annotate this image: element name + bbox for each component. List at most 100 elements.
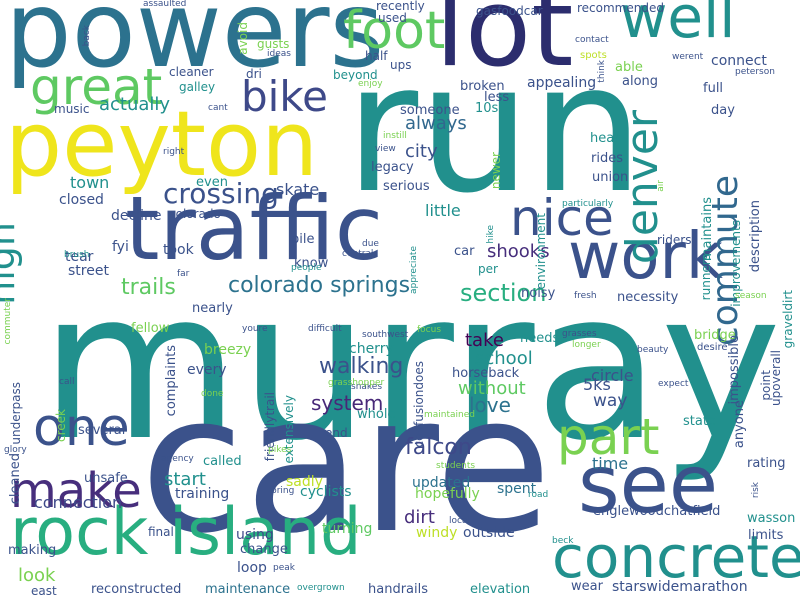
word-avoid: avoid bbox=[236, 22, 250, 55]
word-risk: risk bbox=[751, 482, 761, 499]
word-brush: brush bbox=[64, 250, 90, 260]
word-fresh: fresh bbox=[574, 291, 597, 301]
word-part: part bbox=[557, 408, 660, 466]
word-ups: ups bbox=[390, 58, 412, 72]
word-full: full bbox=[703, 81, 724, 96]
word-time: time bbox=[592, 454, 629, 473]
word-beyond: beyond bbox=[333, 68, 378, 82]
word-beauty: beauty bbox=[637, 345, 669, 355]
word-due: due bbox=[362, 239, 379, 249]
word-without: without bbox=[458, 378, 526, 399]
word-road: road bbox=[528, 490, 549, 500]
word-trails: trails bbox=[121, 275, 176, 300]
word-complaints: complaints bbox=[164, 345, 179, 417]
word-work: work bbox=[568, 220, 723, 294]
word-using: using bbox=[236, 527, 274, 543]
word-students: students bbox=[436, 461, 476, 471]
word-connect: connect bbox=[711, 53, 767, 69]
word-gasfoodcar: gasfoodcar bbox=[476, 4, 543, 18]
word-impossible: impossible bbox=[727, 335, 742, 405]
word-start: start bbox=[164, 469, 206, 490]
word-instill: instill bbox=[383, 131, 407, 141]
word-season: season bbox=[735, 291, 767, 301]
word-cleaned: cleaned bbox=[8, 453, 23, 505]
word-turning: turning bbox=[322, 521, 373, 537]
word-half: half bbox=[365, 49, 388, 63]
word-confusiondoes: confusiondoes bbox=[412, 361, 426, 448]
word-commuter: commuter bbox=[3, 298, 13, 345]
word-agency: agency bbox=[161, 454, 194, 464]
word-per: per bbox=[478, 262, 498, 276]
word-beck: beck bbox=[552, 536, 574, 546]
word-take: take bbox=[465, 330, 504, 351]
word-broken: broken bbox=[460, 79, 505, 94]
word-care: care bbox=[140, 354, 552, 575]
word-anyone: anyone bbox=[732, 400, 747, 449]
word-desire: desire bbox=[697, 342, 728, 353]
word-underpass: underpass bbox=[9, 382, 23, 445]
word-serious: serious bbox=[383, 179, 430, 194]
word-traffic: traffic bbox=[125, 177, 384, 280]
word-bike: bike bbox=[241, 72, 328, 121]
word-know: know bbox=[294, 256, 329, 271]
word-end: end bbox=[325, 426, 348, 440]
word-section: section bbox=[460, 279, 547, 307]
word-youre: youre bbox=[242, 324, 268, 334]
word-look: look bbox=[18, 565, 56, 586]
word-reconstructed: reconstructed bbox=[91, 582, 182, 597]
word-local: local bbox=[449, 516, 470, 526]
word-hike: hike bbox=[486, 225, 496, 244]
word-east: east bbox=[31, 584, 57, 598]
word-description: description bbox=[748, 200, 763, 273]
word-windy: windy bbox=[416, 525, 458, 541]
word-training: training bbox=[175, 486, 230, 502]
word-cyclists: cyclists bbox=[300, 484, 352, 500]
word-walking: walking bbox=[319, 354, 404, 379]
word-call: call bbox=[59, 377, 75, 387]
word-along: along bbox=[622, 74, 659, 89]
word-recommended: recommended bbox=[577, 1, 664, 15]
word-closed: closed bbox=[59, 192, 104, 208]
word-decline: decline bbox=[111, 208, 162, 224]
word-street: street bbox=[68, 263, 109, 279]
word-less: less bbox=[484, 90, 510, 105]
word-englewoodchatfield: englewoodchatfield bbox=[593, 504, 721, 519]
word-one: one bbox=[33, 398, 130, 458]
word-starswidemarathon: starswidemarathon bbox=[612, 579, 748, 595]
word-murray: murray bbox=[40, 248, 782, 486]
word-high: high bbox=[0, 222, 23, 305]
word-breezy: breezy bbox=[204, 342, 252, 358]
word-foot: foot bbox=[343, 1, 446, 61]
word-fellow: fellow bbox=[131, 321, 170, 336]
word-town: town bbox=[70, 173, 110, 192]
word-every: every bbox=[187, 362, 227, 378]
word-updated: updated bbox=[412, 475, 471, 491]
word-difficult: difficult bbox=[308, 324, 342, 334]
word-horseback: horseback bbox=[452, 366, 520, 381]
word-rides: rides bbox=[591, 151, 623, 166]
word-elevation: elevation bbox=[470, 582, 531, 597]
word-newer: newer bbox=[489, 152, 503, 190]
word-concrete: concrete bbox=[552, 523, 800, 591]
word-whole: whole bbox=[357, 407, 396, 422]
word-run: run bbox=[345, 25, 644, 232]
word-handrails: handrails bbox=[368, 582, 429, 597]
word-peak: peak bbox=[273, 563, 295, 573]
word-point: point bbox=[759, 370, 773, 401]
word-galley: galley bbox=[179, 80, 216, 94]
word-enjoy: enjoy bbox=[358, 79, 383, 89]
word-grasshopper: grasshopper bbox=[328, 378, 385, 388]
word-appreciate: appreciate bbox=[409, 246, 419, 295]
word-5ks: 5ks bbox=[583, 375, 611, 394]
word-expect: expect bbox=[658, 379, 689, 389]
word-loop: loop bbox=[237, 560, 267, 576]
word-bridge: bridge bbox=[694, 328, 736, 343]
word-dri: dri bbox=[246, 67, 262, 81]
word-maintains: maintains bbox=[700, 197, 715, 262]
word-state: state bbox=[683, 414, 716, 429]
word-always: always bbox=[405, 113, 467, 134]
word-someone: someone bbox=[400, 103, 460, 118]
word-glory: glory bbox=[4, 445, 27, 455]
word-back: back bbox=[82, 25, 92, 47]
word-bring: bring bbox=[271, 486, 295, 496]
